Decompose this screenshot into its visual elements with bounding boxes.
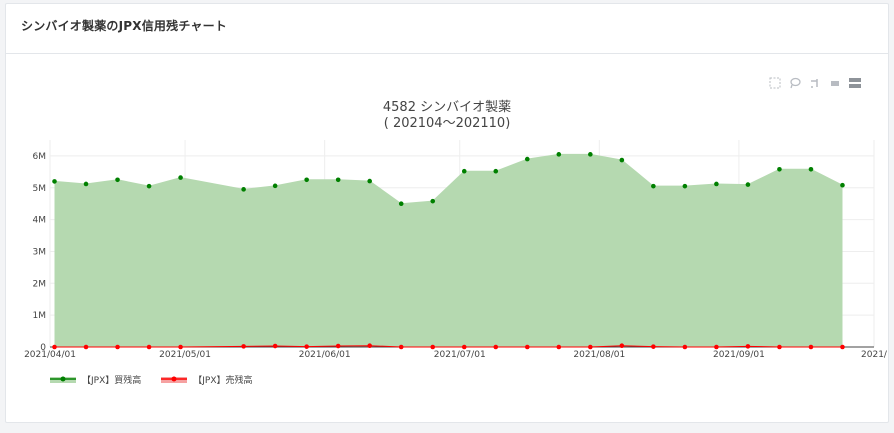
x-tick-label: 2021/06/01	[299, 350, 351, 360]
legend-item-sell[interactable]: 【JPX】売残高	[161, 373, 253, 386]
x-tick-label: 2021/04/01	[24, 350, 76, 360]
buy-point	[651, 183, 656, 189]
sell-point	[430, 344, 436, 350]
buy-point	[619, 157, 625, 163]
y-tick-label: 1M	[33, 311, 47, 321]
sell-point	[178, 344, 183, 350]
x-tick-label: 2021/09/01	[713, 350, 765, 360]
panel-title: シンバイオ製薬のJPX信用残チャート	[21, 19, 227, 33]
y-tick-label: 5M	[33, 184, 47, 194]
sell-point	[556, 344, 562, 350]
sell-point	[272, 343, 278, 349]
card-header: シンバイオ製薬のJPX信用残チャート	[6, 4, 888, 54]
buy-point	[524, 156, 530, 162]
sell-point	[367, 343, 372, 349]
buy-point	[808, 166, 814, 172]
buy-point	[682, 183, 688, 189]
x-tick-label: 2021/	[861, 350, 888, 360]
buy-point	[335, 177, 341, 183]
sell-point	[588, 344, 593, 350]
sell-point	[115, 344, 120, 350]
sell-point	[52, 344, 57, 350]
sell-point	[745, 344, 751, 349]
y-tick-label: 6M	[33, 152, 47, 162]
buy-point	[304, 177, 309, 183]
legend-swatch-sell	[161, 376, 188, 383]
sell-point	[83, 344, 89, 350]
buy-point	[588, 152, 593, 157]
buy-point	[714, 181, 719, 187]
chart-title: 4582 シンバイオ製薬	[382, 100, 512, 115]
legend-item-buy[interactable]: 【JPX】買残高	[50, 373, 141, 386]
y-tick-label: 4M	[33, 216, 47, 226]
buy-point	[398, 201, 404, 206]
buy-point	[461, 168, 467, 174]
sell-point	[146, 344, 152, 350]
sell-point	[619, 343, 625, 349]
sell-point	[335, 343, 341, 349]
sell-point	[777, 344, 782, 350]
buy-point	[840, 182, 845, 188]
sell-point	[840, 344, 845, 350]
legend-label-sell: 【JPX】売残高	[193, 376, 253, 386]
chart-subtitle: ( 202104～202110)	[383, 116, 511, 131]
buy-point	[777, 166, 782, 172]
sell-point	[808, 344, 814, 350]
chart-toolbar	[768, 75, 862, 91]
legend-swatch-buy	[50, 376, 76, 383]
buy-point	[146, 183, 152, 189]
y-tick-label: 2M	[33, 279, 47, 289]
chart-legend: 【JPX】買残高 【JPX】売残高	[50, 373, 253, 386]
sell-point	[493, 344, 499, 350]
sell-point	[241, 344, 246, 349]
legend-label-buy: 【JPX】買残高	[82, 376, 142, 386]
sell-point	[682, 344, 688, 350]
buy-point	[115, 177, 120, 183]
buy-area	[54, 154, 843, 347]
sell-point	[714, 344, 719, 350]
buy-point	[493, 168, 499, 174]
y-tick-label: 0	[40, 343, 46, 353]
sell-point	[651, 344, 656, 349]
sell-point	[524, 344, 530, 350]
pan-icon[interactable]	[808, 76, 822, 90]
closest-hover-icon[interactable]	[848, 76, 862, 90]
buy-point	[272, 183, 278, 189]
buy-point	[52, 179, 57, 184]
buy-point	[430, 198, 436, 204]
buy-point	[83, 181, 89, 187]
box-select-icon[interactable]	[768, 76, 782, 90]
compare-hover-icon[interactable]	[828, 76, 842, 90]
x-tick-label: 2021/07/01	[434, 350, 486, 360]
sell-point	[304, 344, 309, 349]
sell-point	[398, 344, 404, 350]
buy-point	[178, 175, 183, 180]
sell-point	[461, 344, 467, 350]
buy-point	[745, 182, 751, 187]
buy-point	[241, 187, 246, 192]
buy-point	[367, 178, 372, 184]
x-tick-label: 2021/05/01	[159, 350, 211, 360]
lasso-select-icon[interactable]	[788, 76, 802, 90]
x-tick-label: 2021/08/01	[573, 350, 625, 360]
y-tick-label: 3M	[33, 247, 47, 257]
buy-point	[556, 152, 562, 157]
